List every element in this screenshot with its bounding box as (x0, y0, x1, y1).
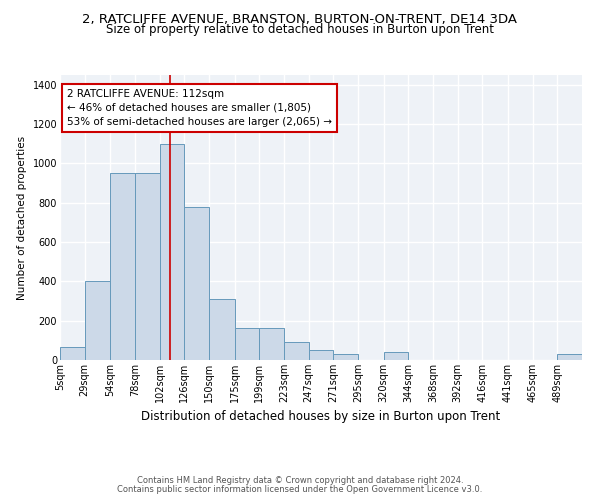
X-axis label: Distribution of detached houses by size in Burton upon Trent: Distribution of detached houses by size … (142, 410, 500, 424)
Bar (235, 328, 259, 360)
Bar (259, 328, 284, 360)
Text: 2 RATCLIFFE AVENUE: 112sqm
← 46% of detached houses are smaller (1,805)
53% of s: 2 RATCLIFFE AVENUE: 112sqm ← 46% of deta… (67, 89, 332, 127)
Text: Size of property relative to detached houses in Burton upon Trent: Size of property relative to detached ho… (106, 22, 494, 36)
Text: Contains public sector information licensed under the Open Government Licence v3: Contains public sector information licen… (118, 485, 482, 494)
Bar (160, 144, 184, 360)
Bar (557, 354, 582, 360)
Bar (85, 282, 110, 360)
Bar (383, 352, 409, 360)
Y-axis label: Number of detached properties: Number of detached properties (17, 136, 27, 300)
Bar (284, 342, 308, 360)
Bar (110, 174, 135, 360)
Bar (209, 299, 235, 360)
Bar (184, 206, 209, 360)
Bar (308, 350, 334, 360)
Text: 2, RATCLIFFE AVENUE, BRANSTON, BURTON-ON-TRENT, DE14 3DA: 2, RATCLIFFE AVENUE, BRANSTON, BURTON-ON… (83, 12, 517, 26)
Bar (135, 174, 160, 360)
Text: Contains HM Land Registry data © Crown copyright and database right 2024.: Contains HM Land Registry data © Crown c… (137, 476, 463, 485)
Bar (60, 347, 85, 360)
Bar (334, 354, 358, 360)
